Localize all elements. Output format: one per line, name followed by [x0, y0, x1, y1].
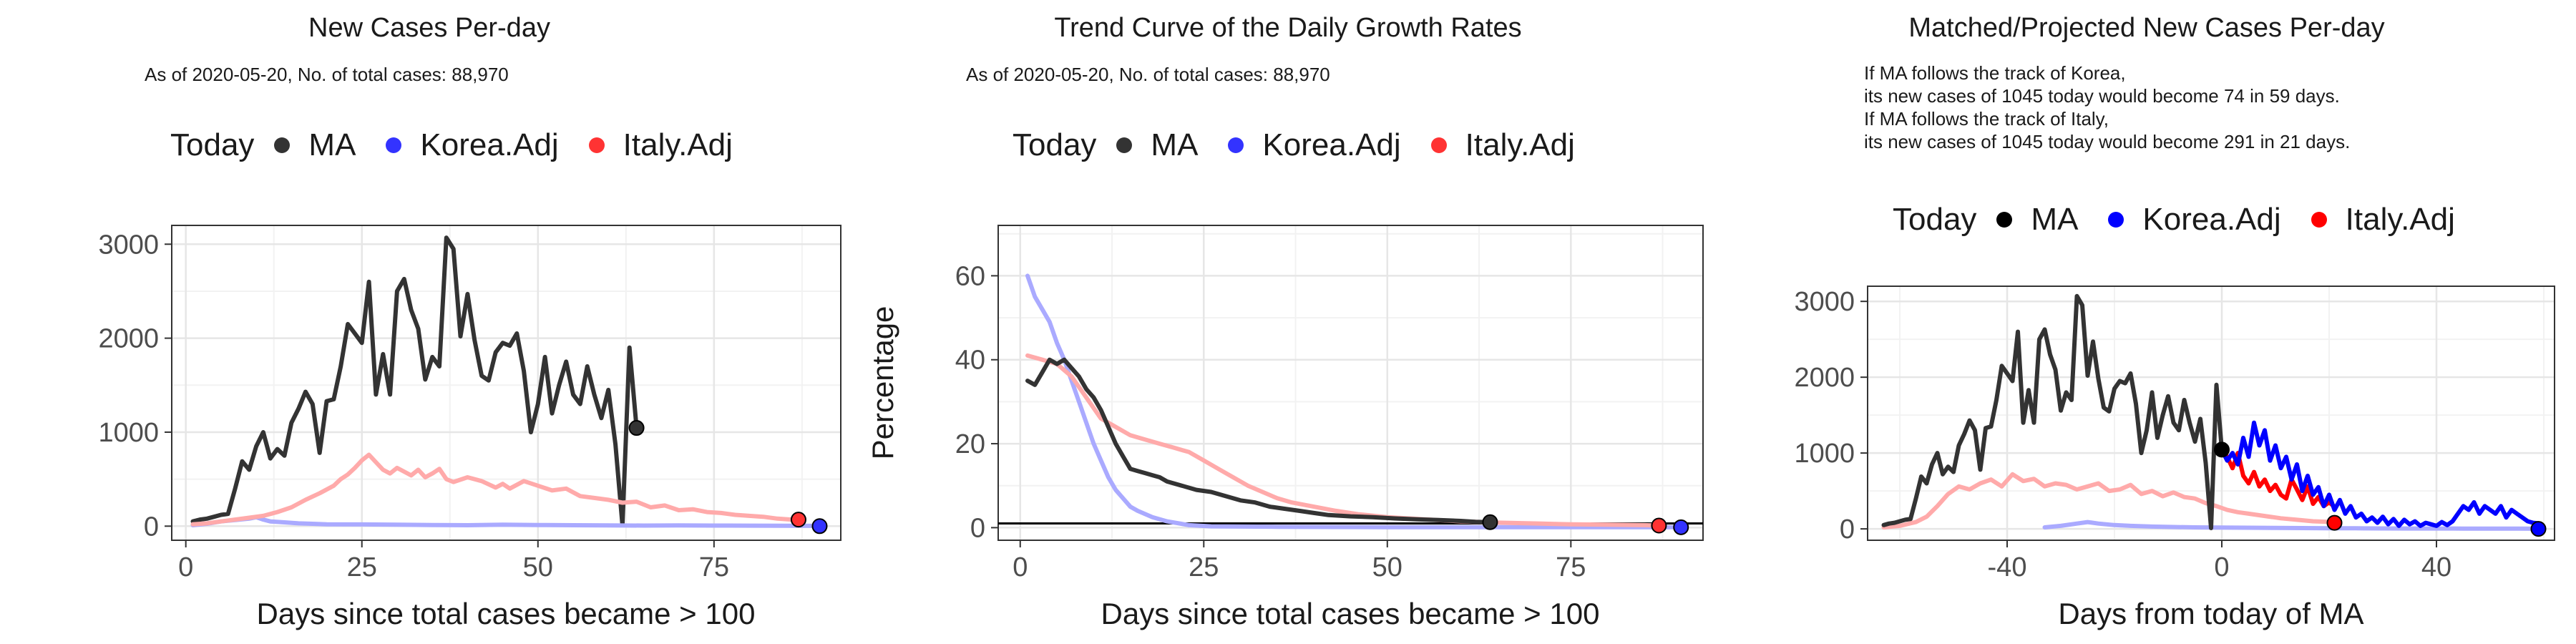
- y-tick-label: 1000: [98, 418, 159, 448]
- plot-area: 0 25 50 75 0 1000 2000 3000 Days since total cas…: [98, 225, 841, 630]
- legend: Today MA Korea.Adj Italy.Adj: [1893, 202, 2485, 238]
- x-tick-label: 75: [699, 552, 729, 582]
- legend-item-korea: Korea.Adj: [2108, 202, 2281, 238]
- subtitle-line: its new cases of 1045 today would become…: [1864, 131, 2351, 152]
- y-tick-label: 0: [1840, 514, 1855, 545]
- x-tick-label: 50: [523, 552, 553, 582]
- series-line: [2042, 519, 2541, 531]
- legend-dot-ma: [1116, 137, 1133, 153]
- legend-dot-korea: [386, 137, 402, 153]
- legend-dot-korea: [2108, 212, 2124, 228]
- y-tick-label: 0: [970, 513, 985, 543]
- legend-label: Italy.Adj: [1465, 127, 1575, 162]
- y-tick-label: 40: [955, 346, 985, 376]
- subtitle-line: its new cases of 1045 today would become…: [1864, 85, 2340, 107]
- chart-subtitle: If MA follows the track of Korea, its ne…: [1864, 62, 2350, 153]
- today-point: [1673, 519, 1689, 535]
- today-point: [628, 420, 645, 436]
- today-point: [2530, 521, 2547, 537]
- legend-dot-korea: [1228, 137, 1244, 153]
- y-tick-label: 2000: [98, 324, 159, 354]
- legend-label: Korea.Adj: [2142, 202, 2281, 237]
- legend-dot-italy: [588, 137, 605, 153]
- panel-border: [1867, 286, 2555, 541]
- legend-dot-italy: [2311, 212, 2327, 228]
- legend-label: Italy.Adj: [2345, 202, 2455, 237]
- panel-border: [997, 225, 1704, 541]
- legend-label: MA: [308, 127, 356, 162]
- y-tick-label: 20: [955, 429, 985, 459]
- plot-area: 0 25 50 75 0 20 40 60 Days since total cases bec…: [866, 225, 1704, 630]
- today-point: [2214, 441, 2230, 458]
- legend: Today MA Korea.Adj Italy.Adj: [1013, 127, 1605, 163]
- legend-dot-ma: [274, 137, 291, 153]
- x-tick-label: 25: [347, 552, 377, 582]
- today-point: [1651, 517, 1667, 534]
- y-tick-label: 3000: [98, 230, 159, 260]
- y-tick-label: 60: [955, 261, 985, 291]
- legend-dot-ma: [1996, 212, 2013, 228]
- x-tick-label: 0: [1013, 552, 1028, 582]
- legend-title: Today: [170, 127, 255, 162]
- chart-panel-projected-cases: Matched/Projected New Cases Per-day If M…: [1717, 0, 2576, 644]
- y-tick-label: 3000: [1794, 287, 1855, 317]
- series-line: [1025, 357, 1493, 525]
- chart-title: Matched/Projected New Cases Per-day: [1908, 13, 2385, 43]
- legend-label: MA: [1151, 127, 1199, 162]
- series-line: [1025, 273, 1684, 530]
- x-tick-label: 40: [2421, 552, 2451, 582]
- series-line: [190, 452, 801, 527]
- legend-title: Today: [1893, 202, 1977, 237]
- legend-item-ma: MA: [1996, 202, 2078, 238]
- series-line: [2220, 447, 2337, 509]
- chart-subtitle: As of 2020-05-20, No. of total cases: 88…: [145, 64, 509, 85]
- legend-title: Today: [1013, 127, 1097, 162]
- chart-title: New Cases Per-day: [308, 13, 550, 43]
- legend-item-italy: Italy.Adj: [588, 127, 733, 163]
- legend-item-korea: Korea.Adj: [1228, 127, 1401, 163]
- x-tick-label: -40: [1988, 552, 2027, 582]
- x-tick-label: 0: [2214, 552, 2229, 582]
- today-point: [811, 518, 828, 535]
- series-line: [1881, 293, 2224, 530]
- series-line: [190, 235, 639, 527]
- chart-title: Trend Curve of the Daily Growth Rates: [1054, 13, 1522, 43]
- series-line: [190, 514, 822, 528]
- series-line: [2220, 420, 2541, 528]
- today-point: [2326, 514, 2343, 531]
- x-axis-label: Days since total cases became > 100: [1101, 597, 1600, 630]
- legend-label: Italy.Adj: [623, 127, 733, 162]
- chart-panel-new-cases: New Cases Per-day As of 2020-05-20, No. …: [0, 0, 859, 644]
- today-point: [790, 512, 806, 528]
- legend-item-ma: MA: [1116, 127, 1198, 163]
- subtitle-line: If MA follows the track of Italy,: [1864, 108, 2109, 130]
- legend-label: Korea.Adj: [420, 127, 559, 162]
- legend-label: Korea.Adj: [1262, 127, 1401, 162]
- chart-panel-growth-rates: Trend Curve of the Daily Growth Rates As…: [859, 0, 1717, 644]
- y-tick-label: 2000: [1794, 363, 1855, 393]
- chart-subtitle: As of 2020-05-20, No. of total cases: 88…: [966, 64, 1330, 85]
- x-tick-label: 75: [1556, 552, 1586, 582]
- series-line: [1881, 472, 2337, 530]
- x-axis-label: Days since total cases became > 100: [257, 597, 756, 630]
- y-tick-label: 1000: [1794, 439, 1855, 469]
- x-tick-label: 0: [178, 552, 193, 582]
- y-axis-label: Percentage: [866, 306, 899, 460]
- subtitle-line: If MA follows the track of Korea,: [1864, 62, 2126, 84]
- plot-area: -40 0 40 0 1000 2000 3000 Days from today of MA: [1794, 286, 2555, 630]
- legend-item-korea: Korea.Adj: [386, 127, 559, 163]
- legend-dot-italy: [1430, 137, 1447, 153]
- x-tick-label: 25: [1189, 552, 1219, 582]
- x-tick-label: 50: [1372, 552, 1402, 582]
- panel-border: [171, 225, 841, 541]
- legend-label: MA: [2031, 202, 2079, 237]
- legend-item-ma: MA: [274, 127, 356, 163]
- legend-item-italy: Italy.Adj: [1430, 127, 1575, 163]
- legend: Today MA Korea.Adj Italy.Adj: [170, 127, 763, 163]
- today-point: [1482, 514, 1498, 530]
- legend-item-italy: Italy.Adj: [2311, 202, 2455, 238]
- x-axis-label: Days from today of MA: [2058, 597, 2363, 630]
- y-tick-label: 0: [144, 512, 159, 542]
